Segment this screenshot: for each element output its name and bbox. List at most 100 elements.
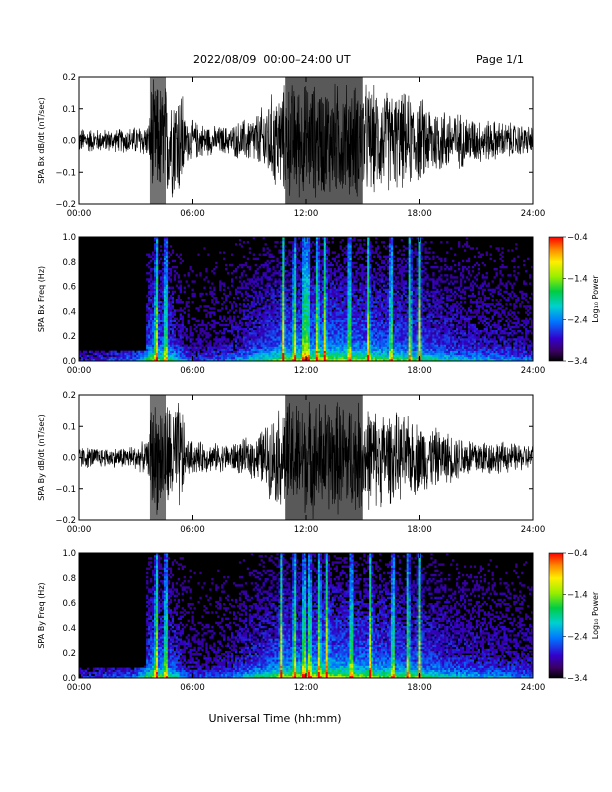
y-axis-label: SPA Bx dB/dt (nT/sec)	[37, 97, 46, 184]
heatmap-cell	[268, 358, 271, 361]
heatmap-cell	[274, 338, 277, 341]
heatmap-cell	[215, 354, 218, 358]
heatmap-cell	[278, 340, 281, 343]
heatmap-cell	[323, 270, 327, 273]
heatmap-cell	[280, 340, 283, 343]
heatmap-cell	[155, 276, 159, 279]
heatmap-cell	[331, 299, 334, 302]
heatmap-cell	[209, 327, 212, 331]
heatmap-cell	[333, 272, 336, 275]
heatmap-cell	[193, 348, 196, 351]
heatmap-cell	[209, 290, 212, 294]
heatmap-cell	[152, 336, 155, 339]
heatmap-cell	[163, 336, 167, 339]
heatmap-cell	[379, 313, 382, 316]
heatmap-cell	[276, 301, 279, 304]
heatmap-cell	[159, 348, 163, 351]
heatmap-cell	[189, 338, 192, 341]
heatmap-cell	[369, 265, 372, 269]
heatmap-cell	[173, 348, 177, 351]
heatmap-cell	[365, 292, 368, 296]
heatmap-cell	[315, 253, 319, 256]
heatmap-cell	[296, 245, 299, 248]
heatmap-cell	[274, 334, 277, 337]
heatmap-cell	[219, 284, 222, 287]
heatmap-cell	[325, 247, 329, 250]
heatmap-cell	[229, 319, 232, 323]
heatmap-cell	[317, 321, 321, 325]
heatmap-cell	[254, 294, 257, 298]
heatmap-cell	[311, 315, 315, 318]
heatmap-cell	[211, 290, 214, 294]
heatmap-cell	[300, 278, 303, 281]
heatmap-cell	[240, 332, 244, 335]
heatmap-cell	[329, 294, 332, 298]
heatmap-cell	[317, 317, 321, 320]
heatmap-cell	[258, 292, 261, 296]
heatmap-cell	[371, 332, 374, 335]
heatmap-cell	[351, 323, 354, 327]
heatmap-cell	[254, 352, 257, 356]
heatmap-cell	[323, 299, 327, 302]
heatmap-cell	[225, 346, 228, 349]
heatmap-cell	[254, 336, 257, 339]
heatmap-cell	[306, 276, 309, 279]
heatmap-cell	[390, 284, 394, 287]
heatmap-cell	[377, 346, 380, 349]
heatmap-cell	[270, 334, 273, 337]
heatmap-cell	[347, 290, 350, 294]
heatmap-cell	[90, 358, 94, 361]
heatmap-cell	[323, 274, 327, 277]
heatmap-cell	[223, 342, 226, 345]
heatmap-cell	[159, 325, 163, 329]
heatmap-cell	[309, 305, 313, 308]
heatmap-cell	[236, 346, 240, 349]
heatmap-cell	[367, 334, 370, 337]
heatmap-cell	[373, 352, 376, 356]
heatmap-cell	[195, 274, 198, 277]
heatmap-cell	[254, 292, 257, 296]
heatmap-cell	[268, 336, 271, 339]
heatmap-cell	[134, 356, 137, 360]
heatmap-cell	[347, 251, 350, 254]
heatmap-cell	[325, 321, 329, 325]
heatmap-cell	[225, 294, 228, 298]
heatmap-cell	[146, 272, 149, 275]
heatmap-cell	[282, 354, 285, 358]
heatmap-cell	[163, 276, 167, 279]
heatmap-cell	[319, 290, 323, 294]
heatmap-cell	[155, 332, 159, 335]
heatmap-cell	[138, 356, 141, 360]
heatmap-cell	[282, 282, 285, 285]
heatmap-cell	[167, 255, 171, 258]
heatmap-cell	[313, 270, 317, 273]
heatmap-cell	[345, 338, 348, 341]
heatmap-cell	[264, 301, 267, 304]
heatmap-cell	[315, 294, 319, 298]
heatmap-cell	[244, 338, 248, 341]
heatmap-cell	[266, 327, 269, 331]
heatmap-cell	[278, 261, 281, 265]
heatmap-cell	[345, 352, 348, 356]
heatmap-cell	[211, 352, 214, 356]
heatmap-cell	[353, 342, 356, 345]
heatmap-cell	[351, 263, 354, 267]
heatmap-cell	[278, 321, 281, 325]
heatmap-cell	[268, 315, 271, 318]
heatmap-cell	[337, 307, 340, 310]
heatmap-cell	[286, 321, 289, 325]
heatmap-cell	[238, 350, 242, 354]
heatmap-cell	[371, 338, 374, 341]
heatmap-cell	[268, 346, 271, 349]
heatmap-cell	[304, 296, 307, 300]
heatmap-cell	[361, 323, 364, 327]
heatmap-cell	[331, 354, 334, 358]
heatmap-cell	[300, 282, 303, 285]
heatmap-cell	[179, 350, 182, 354]
heatmap-cell	[167, 334, 171, 337]
heatmap-cell	[353, 261, 356, 265]
heatmap-cell	[351, 330, 354, 333]
heatmap-cell	[300, 342, 303, 345]
heatmap-cell	[272, 336, 275, 339]
heatmap-cell	[290, 278, 293, 281]
